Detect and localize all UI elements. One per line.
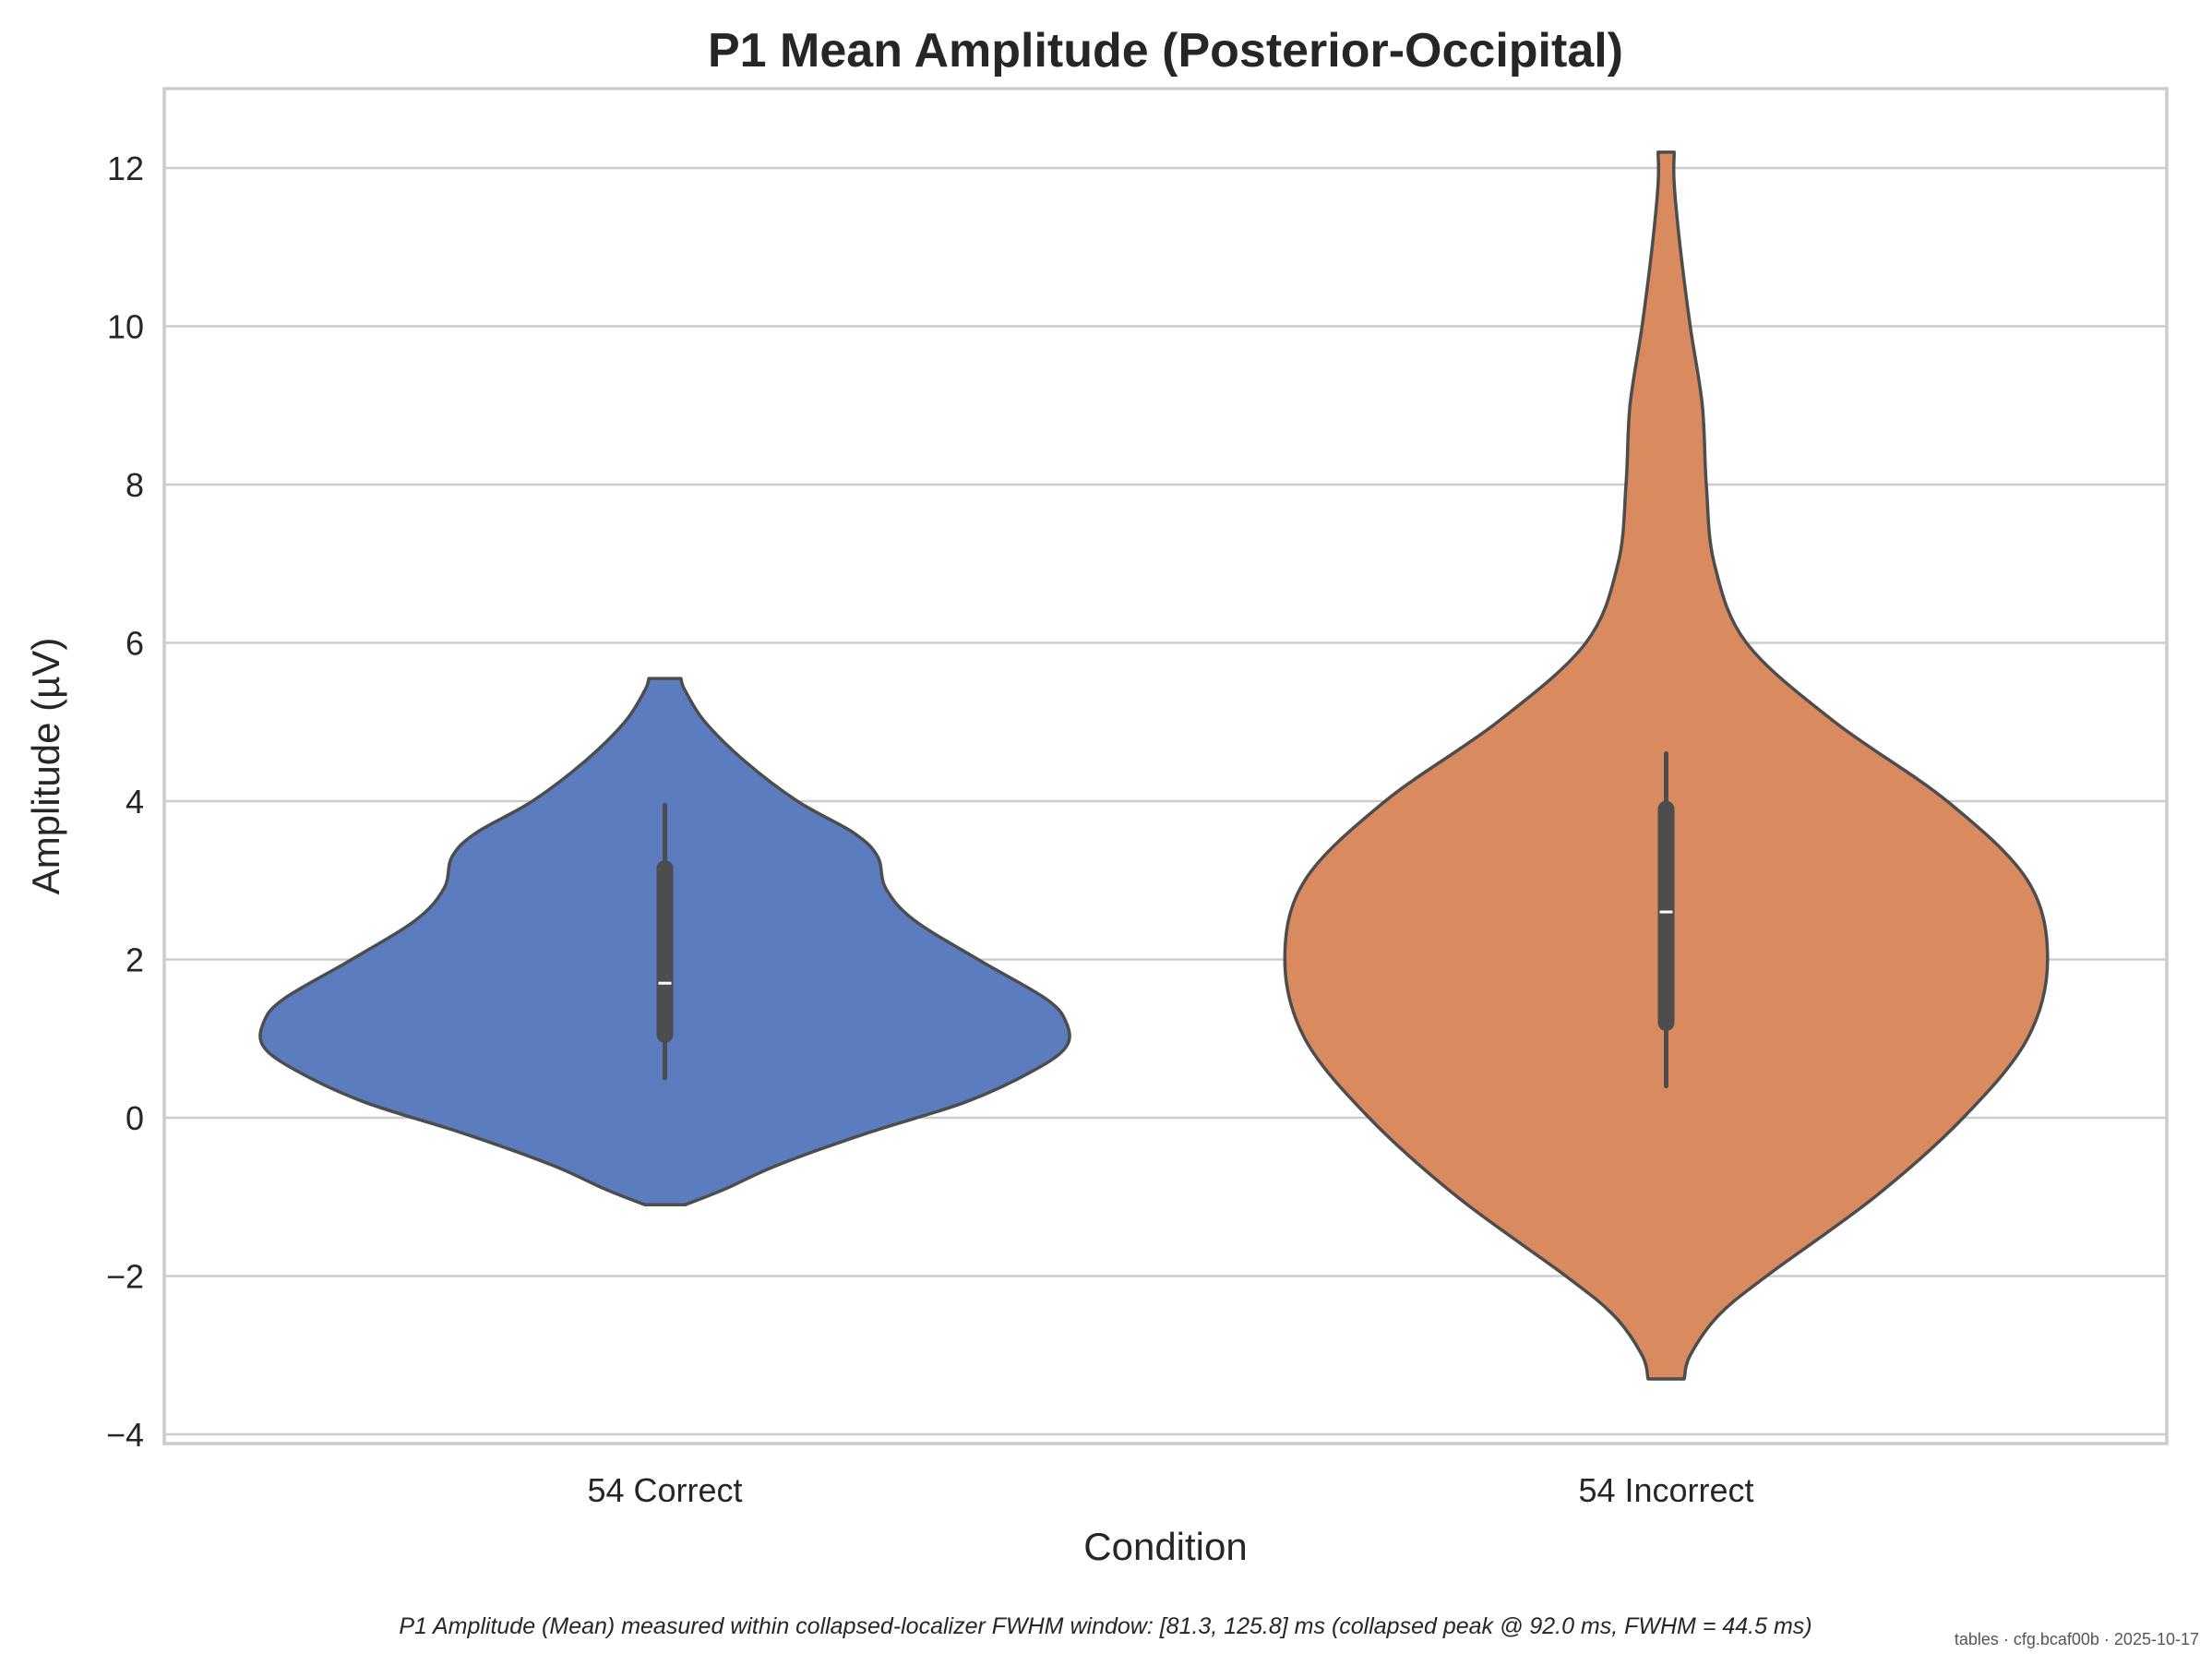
generation-stamp: tables · cfg.bcaf00b · 2025-10-17 [1955, 1630, 2199, 1648]
y-tick-label: −2 [106, 1258, 144, 1296]
caption: P1 Amplitude (Mean) measured within coll… [399, 1613, 1811, 1639]
x-tick-label: 54 Correct [587, 1471, 742, 1509]
chart-title: P1 Mean Amplitude (Posterior-Occipital) [708, 24, 1623, 78]
plot-frame [162, 87, 2169, 1445]
y-tick-label: 8 [126, 466, 144, 504]
y-tick-label: 0 [126, 1099, 144, 1137]
violin-incorrect [1283, 150, 2050, 1381]
y-tick-label: 12 [107, 150, 144, 187]
y-tick-labels: −4 −2 0 2 4 6 8 10 12 [106, 150, 144, 1454]
y-axis-label: Amplitude (µV) [24, 638, 67, 895]
x-tick-labels: 54 Correct 54 Incorrect [587, 1471, 1753, 1509]
y-tick-label: 10 [107, 308, 144, 346]
y-tick-label: 4 [126, 783, 144, 821]
y-tick-label: 6 [126, 625, 144, 663]
x-axis-label: Condition [1083, 1525, 1247, 1568]
x-tick-label: 54 Incorrect [1578, 1471, 1753, 1509]
y-tick-label: −4 [106, 1416, 144, 1454]
y-tick-label: 2 [126, 941, 144, 979]
violin-correct [258, 677, 1071, 1207]
violins [258, 150, 2050, 1381]
